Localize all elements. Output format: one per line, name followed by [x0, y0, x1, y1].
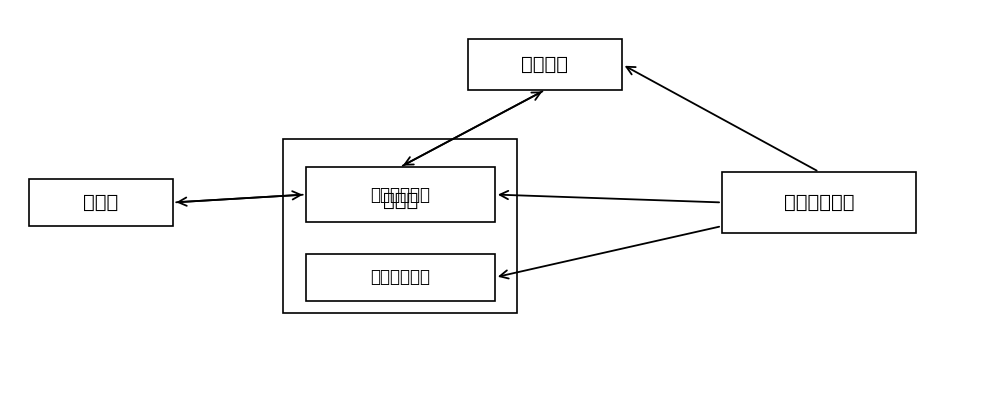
Text: 车位锁: 车位锁 [83, 193, 119, 212]
Text: 智能终端: 智能终端 [521, 55, 568, 74]
Bar [722, 172, 916, 233]
Bar [468, 39, 622, 90]
Bar [306, 254, 495, 301]
Text: 车位管理终端: 车位管理终端 [370, 185, 430, 204]
Text: 充电桩: 充电桩 [383, 191, 418, 210]
Text: 人机交互单元: 人机交互单元 [370, 268, 430, 286]
Bar [306, 167, 495, 222]
Text: 充电服务平台: 充电服务平台 [784, 193, 854, 212]
Bar [283, 139, 517, 313]
Bar [29, 179, 173, 226]
